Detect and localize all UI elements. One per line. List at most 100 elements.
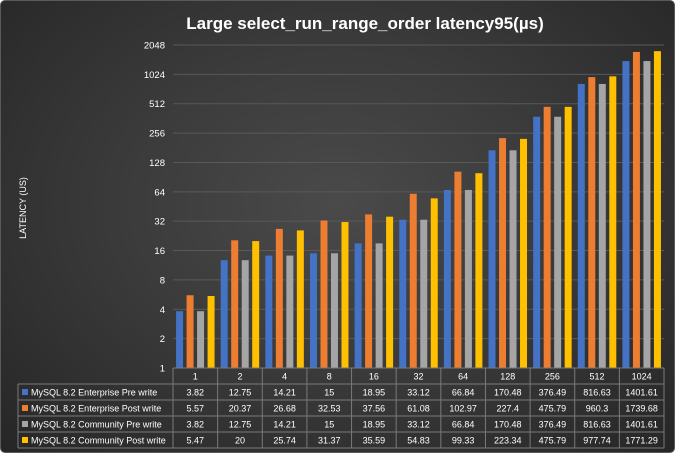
y-tick-label: 8 xyxy=(160,275,165,286)
bar-mysql-8-2-enterprise-pre-write xyxy=(176,311,184,368)
legend-label: MySQL 8.2 Enterprise Post write xyxy=(31,404,161,414)
legend-label: MySQL 8.2 Enterprise Pre write xyxy=(31,388,157,398)
legend-label: MySQL 8.2 Community Pre write xyxy=(31,420,162,430)
data-label: 32.53 xyxy=(318,404,341,414)
data-label: 376.49 xyxy=(539,388,567,398)
bar-mysql-8-2-enterprise-post-write xyxy=(632,51,640,368)
data-label: 1401.61 xyxy=(625,388,658,398)
data-label: 26.68 xyxy=(273,404,296,414)
data-label: 5.57 xyxy=(187,404,205,414)
y-tick-labels: 1 2 4 8 16 32 64 128 256 512 1024 2048 xyxy=(144,41,165,375)
data-label: 20 xyxy=(235,436,245,446)
data-label: 12.75 xyxy=(229,420,252,430)
data-label: 15 xyxy=(324,388,334,398)
bar-mysql-8-2-community-post-write xyxy=(207,296,215,368)
category-label: 1024 xyxy=(632,372,652,382)
legend-label: MySQL 8.2 Community Post write xyxy=(31,436,166,446)
data-label: 15 xyxy=(324,420,334,430)
bar-mysql-8-2-community-post-write xyxy=(252,241,260,368)
bar-mysql-8-2-community-pre-write xyxy=(420,219,428,368)
bar-mysql-8-2-community-pre-write xyxy=(643,61,651,369)
category-label: 2 xyxy=(237,372,242,382)
y-tick-label: 2048 xyxy=(144,41,165,52)
data-label: 1771.29 xyxy=(625,436,658,446)
data-label: 18.95 xyxy=(363,420,386,430)
data-label: 102.97 xyxy=(449,404,477,414)
data-label: 816.63 xyxy=(583,420,611,430)
bar-mysql-8-2-community-post-write xyxy=(386,216,394,368)
y-tick-label: 128 xyxy=(149,158,165,169)
y-axis-title: LATENCY (US) xyxy=(18,177,28,239)
data-label: 977.74 xyxy=(583,436,611,446)
data-label: 5.47 xyxy=(187,436,205,446)
bar-mysql-8-2-community-pre-write xyxy=(598,83,606,369)
data-label: 1739.68 xyxy=(625,404,658,414)
data-label: 35.59 xyxy=(363,436,386,446)
bar-mysql-8-2-enterprise-post-write xyxy=(275,228,283,368)
category-label: 64 xyxy=(458,372,468,382)
bar-mysql-8-2-community-post-write xyxy=(475,173,483,368)
bar-mysql-8-2-community-pre-write xyxy=(286,255,294,368)
bar-mysql-8-2-enterprise-post-write xyxy=(454,171,462,368)
bar-mysql-8-2-community-post-write xyxy=(341,222,349,368)
data-label: 170.48 xyxy=(494,388,522,398)
bar-mysql-8-2-enterprise-pre-write xyxy=(309,253,317,368)
category-label: 32 xyxy=(413,372,423,382)
legend-swatch xyxy=(22,437,28,443)
category-label: 256 xyxy=(545,372,560,382)
y-tick-label: 1 xyxy=(160,364,165,375)
data-label: 14.21 xyxy=(273,420,296,430)
data-label: 99.33 xyxy=(452,436,475,446)
bar-mysql-8-2-community-post-write xyxy=(653,51,661,368)
bar-mysql-8-2-community-pre-write xyxy=(464,189,472,368)
data-label: 14.21 xyxy=(273,388,296,398)
bar-mysql-8-2-community-post-write xyxy=(520,138,528,368)
category-label: 4 xyxy=(282,372,287,382)
bar-mysql-8-2-enterprise-post-write xyxy=(499,138,507,368)
data-label: 475.79 xyxy=(539,436,567,446)
data-label: 18.95 xyxy=(363,388,386,398)
data-label: 170.48 xyxy=(494,420,522,430)
bar-mysql-8-2-enterprise-pre-write xyxy=(577,83,585,369)
data-label: 33.12 xyxy=(407,420,430,430)
category-label: 16 xyxy=(369,372,379,382)
data-label: 3.82 xyxy=(187,420,205,430)
category-label: 1 xyxy=(193,372,198,382)
bar-mysql-8-2-enterprise-pre-write xyxy=(488,150,496,368)
data-label: 3.82 xyxy=(187,388,205,398)
bar-mysql-8-2-enterprise-post-write xyxy=(186,295,194,368)
bar-mysql-8-2-enterprise-post-write xyxy=(409,193,417,368)
y-tick-label: 16 xyxy=(154,246,165,257)
bar-mysql-8-2-enterprise-post-write xyxy=(231,240,239,368)
y-tick-label: 1024 xyxy=(144,70,165,81)
bar-mysql-8-2-enterprise-pre-write xyxy=(622,61,630,369)
chart-title: Large select_run_range_order latency95(µ… xyxy=(186,14,544,33)
bar-mysql-8-2-enterprise-post-write xyxy=(365,214,373,368)
bar-mysql-8-2-enterprise-pre-write xyxy=(265,255,273,368)
data-label: 66.84 xyxy=(452,420,475,430)
y-tick-label: 2 xyxy=(160,334,165,345)
bar-mysql-8-2-community-pre-write xyxy=(197,311,205,368)
bar-mysql-8-2-community-pre-write xyxy=(330,253,338,368)
bars xyxy=(176,51,661,369)
data-label: 31.37 xyxy=(318,436,341,446)
data-label: 61.08 xyxy=(407,404,430,414)
data-label: 475.79 xyxy=(539,404,567,414)
y-tick-label: 32 xyxy=(154,217,165,228)
bar-mysql-8-2-enterprise-post-write xyxy=(588,77,596,368)
category-label: 512 xyxy=(590,372,605,382)
y-tick-label: 256 xyxy=(149,129,165,140)
data-table: 1 2 4 8 16 32 64 128 256 512 1024 MySQL 8.2 Enterpr… xyxy=(17,367,665,449)
legend-swatch xyxy=(22,405,28,411)
y-tick-label: 64 xyxy=(154,187,165,198)
bar-mysql-8-2-community-post-write xyxy=(430,198,438,368)
bar-mysql-8-2-enterprise-post-write xyxy=(543,106,551,368)
bar-mysql-8-2-community-post-write xyxy=(564,106,572,368)
data-label: 223.34 xyxy=(494,436,522,446)
category-label: 8 xyxy=(327,372,332,382)
data-label: 66.84 xyxy=(452,388,475,398)
bar-mysql-8-2-community-post-write xyxy=(609,76,617,368)
y-tick-label: 4 xyxy=(160,305,165,316)
